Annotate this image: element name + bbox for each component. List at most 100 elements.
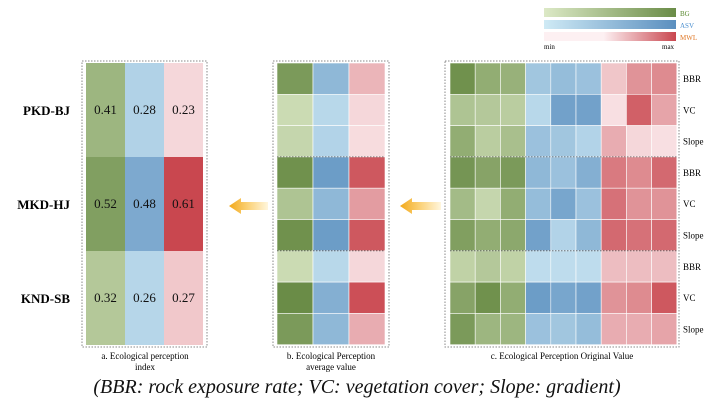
heatmap-cell	[348, 62, 386, 95]
heatmap-cell	[86, 157, 125, 251]
heatmap-cell	[312, 94, 350, 126]
heatmap-cell	[550, 94, 577, 126]
arrow-shape	[229, 198, 268, 214]
indicator-label: VC	[683, 293, 696, 303]
legend-min-label: min	[544, 43, 555, 51]
heatmap-cell	[474, 62, 501, 95]
heatmap-cell	[348, 125, 386, 158]
cell-value-label: 0.26	[133, 290, 156, 305]
heatmap-cell	[276, 187, 314, 220]
heatmap-cell	[525, 250, 552, 283]
indicator-label: BBR	[683, 168, 701, 178]
heatmap-cell	[600, 125, 627, 158]
heatmap-cell	[125, 63, 164, 157]
legend-label-bg: BG	[680, 10, 690, 18]
heatmap-cell	[550, 313, 577, 345]
heatmap-cell	[312, 313, 350, 345]
cell-value-label: 0.23	[172, 102, 195, 117]
heatmap-cell	[500, 62, 526, 95]
heatmap-cell	[575, 219, 602, 252]
heatmap-cell	[626, 62, 652, 95]
heatmap-cell	[525, 94, 552, 126]
heatmap-cell	[500, 94, 526, 126]
heatmap-cell	[474, 219, 501, 252]
heatmap-cell	[276, 125, 314, 158]
heatmap-cell	[626, 250, 652, 283]
panel-caption: average value	[306, 362, 356, 372]
heatmap-cell	[474, 125, 501, 158]
heatmap-cell	[348, 187, 386, 220]
heatmap-cell	[626, 94, 652, 126]
heatmap-cell	[348, 219, 386, 252]
heatmap-cell	[525, 187, 552, 220]
heatmap-cell	[500, 156, 526, 189]
heatmap-cell	[276, 250, 314, 283]
flow-arrow	[400, 198, 441, 214]
heatmap-cell	[575, 250, 602, 283]
heatmap-cell	[575, 156, 602, 189]
heatmap-cell	[276, 281, 314, 314]
cell-value-label: 0.52	[94, 196, 117, 211]
heatmap-cell	[312, 187, 350, 220]
heatmap-cell	[312, 281, 350, 314]
heatmap-cell	[164, 63, 203, 157]
heatmap-cell	[500, 281, 526, 314]
cell-value-label: 0.41	[94, 102, 117, 117]
heatmap-cell	[164, 251, 203, 345]
panel-caption: b. Ecological Perception	[287, 351, 376, 361]
heatmap-cell	[500, 125, 526, 158]
heatmap-cell	[651, 187, 678, 220]
heatmap-cell	[474, 94, 501, 126]
panel-a: 0.41 0.28 0.23 0.52 0.48 0.61 0.32 0.26 0.27 a. E…	[81, 60, 208, 372]
color-legend: BG ASV MWL min max	[544, 8, 697, 51]
panel-border	[444, 60, 680, 348]
cell-value-label: 0.27	[172, 290, 195, 305]
heatmap-cell	[276, 156, 314, 189]
figure-footnote: (BBR: rock exposure rate; VC: vegetation…	[93, 376, 621, 398]
heatmap-cell	[449, 281, 476, 314]
heatmap-cell	[312, 219, 350, 252]
heatmap-cell	[525, 281, 552, 314]
heatmap-cell	[86, 63, 125, 157]
legend-bar-mwl	[544, 32, 676, 41]
indicator-label: BBR	[683, 262, 701, 272]
heatmap-cell	[449, 156, 476, 189]
indicator-label: VC	[683, 105, 696, 115]
heatmap-cell	[348, 281, 386, 314]
indicator-label: Slope	[683, 137, 704, 147]
flow-arrow	[229, 198, 268, 214]
heatmap-cell	[449, 62, 476, 95]
cell-value-label: 0.61	[172, 196, 195, 211]
heatmap-cell	[525, 125, 552, 158]
heatmap-cell	[348, 156, 386, 189]
heatmap-cell	[651, 125, 678, 158]
heatmap-cell	[600, 250, 627, 283]
heatmap-cell	[550, 125, 577, 158]
heatmap-cell	[449, 125, 476, 158]
heatmap-cell	[600, 281, 627, 314]
heatmap-cell	[525, 62, 552, 95]
heatmap-cell	[125, 251, 164, 345]
indicator-label: Slope	[683, 324, 704, 334]
heatmap-cell	[500, 313, 526, 345]
legend-label-mwl: MWL	[680, 34, 697, 42]
heatmap-cell	[651, 250, 678, 283]
heatmap-cell	[474, 313, 501, 345]
row-group-label: PKD-BJ	[23, 103, 70, 118]
heatmap-cell	[575, 62, 602, 95]
heatmap-cell	[651, 62, 678, 95]
heatmap-cell	[449, 219, 476, 252]
heatmap-cell	[474, 281, 501, 314]
panel-c: c. Ecological Perception Original Value	[444, 60, 680, 361]
heatmap-cell	[276, 313, 314, 345]
heatmap-cell	[651, 94, 678, 126]
heatmap-cell	[575, 313, 602, 345]
heatmap-cell	[276, 94, 314, 126]
indicator-label: Slope	[683, 231, 704, 241]
legend-max-label: max	[662, 43, 675, 51]
heatmap-cell	[626, 156, 652, 189]
legend-bar-bg	[544, 8, 676, 17]
heatmap-cell	[575, 94, 602, 126]
heatmap-cell	[626, 313, 652, 345]
